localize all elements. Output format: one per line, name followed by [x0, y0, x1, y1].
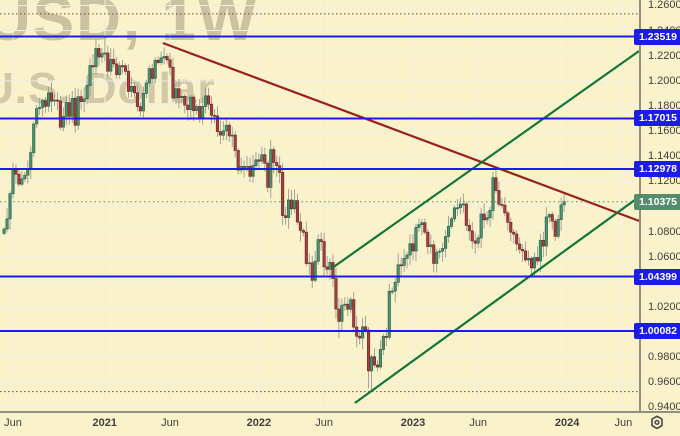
- price-tick-label: 1.14000: [648, 150, 680, 163]
- time-tick-label: 2021: [92, 417, 118, 429]
- price-tick-label: 1.08000: [648, 225, 680, 238]
- time-tick-label: Jun: [315, 417, 333, 429]
- price-tick-label: 1.16000: [648, 125, 680, 137]
- price-tick-label: 1.26000: [648, 0, 680, 12]
- time-tick-label: Jun: [161, 417, 179, 429]
- time-tick-label: 2023: [400, 417, 426, 429]
- level-price-badge: 1.12978: [634, 161, 680, 177]
- range-highlow-dotted-lines: [0, 13, 640, 393]
- trendlines-layer[interactable]: [162, 41, 640, 404]
- timezone-settings-gear-icon[interactable]: [648, 414, 666, 431]
- chart-canvas[interactable]: [0, 0, 640, 411]
- ascending-channel-lower: [354, 196, 640, 404]
- time-axis[interactable]: Jun 2021 Jun 2022 Jun 2023 Jun 2024 Jun: [0, 411, 680, 434]
- ascending-channel-upper: [331, 50, 640, 269]
- price-axis[interactable]: 1.260001.240001.220001.200001.180001.160…: [634, 0, 680, 414]
- level-price-badge: 1.00082: [634, 322, 680, 339]
- current-price-badge: 1.10375: [634, 193, 680, 210]
- descending-resistance-line: [162, 41, 640, 222]
- price-tick-label: 1.12000: [648, 175, 680, 188]
- price-tick-label: 1.06000: [648, 250, 680, 263]
- price-tick-label: 1.20000: [648, 74, 680, 87]
- time-tick-label: Jun: [4, 417, 22, 429]
- time-tick-label: 2022: [246, 417, 272, 429]
- level-price-badge: 1.17015: [634, 110, 680, 127]
- candles-layer: [2, 36, 566, 391]
- price-tick-label: 1.18000: [648, 99, 680, 112]
- time-tick-label: Jun: [614, 417, 633, 429]
- price-tick-label: 0.94000: [648, 401, 680, 414]
- horizontal-level-lines[interactable]: [0, 35, 640, 332]
- time-tick-label: Jun: [469, 417, 488, 429]
- level-price-badge: 1.04399: [634, 268, 680, 285]
- time-tick-label: 2024: [554, 417, 580, 429]
- price-tick-label: 1.22000: [648, 49, 680, 62]
- level-price-badge: 1.23519: [634, 28, 680, 45]
